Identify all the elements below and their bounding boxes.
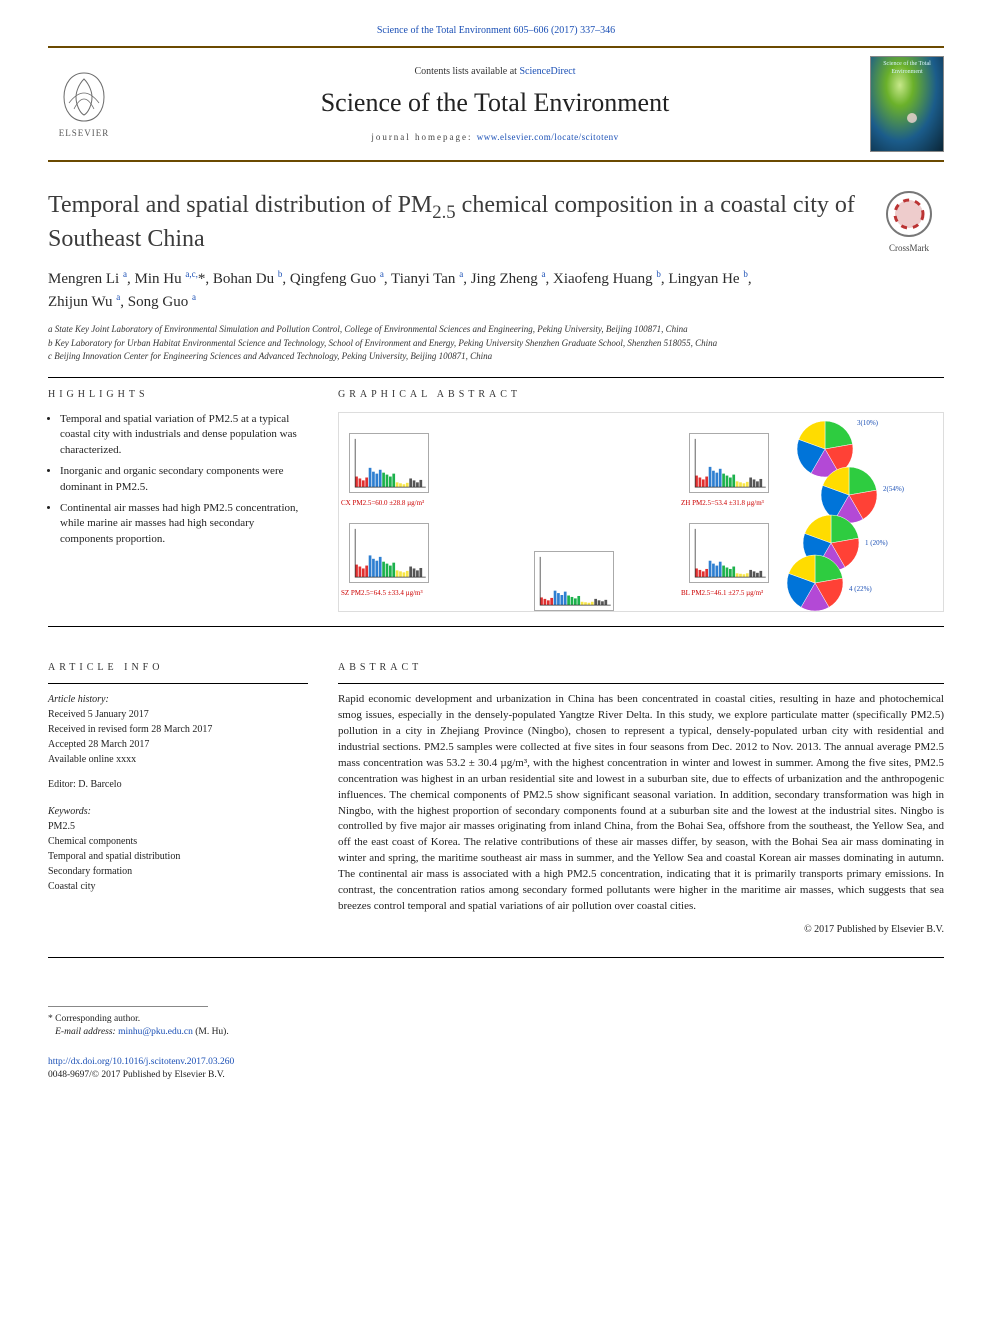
crossmark-badge[interactable]: CrossMark bbox=[874, 190, 944, 254]
author-list: Mengren Li a, Min Hu a,c,*, Bohan Du b, … bbox=[48, 268, 944, 313]
article-info-head: ARTICLE INFO bbox=[48, 661, 308, 675]
journal-homepage: journal homepage: www.elsevier.com/locat… bbox=[140, 131, 850, 144]
ga-chart-label-bl: BL PM2.5=46.1 ±27.5 µg/m³ bbox=[681, 589, 763, 599]
editor-line: Editor: D. Barcelo bbox=[48, 777, 308, 792]
issn-line: 0048-9697/© 2017 Published by Elsevier B… bbox=[48, 1070, 225, 1080]
ga-bar-chart-bl bbox=[689, 523, 769, 583]
keywords-head: Keywords: bbox=[48, 804, 308, 819]
homepage-link[interactable]: www.elsevier.com/locate/scitotenv bbox=[477, 132, 619, 142]
ga-pie-label-1: 2(54%) bbox=[883, 485, 904, 495]
affiliation-line: c Beijing Innovation Center for Engineer… bbox=[48, 350, 944, 363]
keyword-item: PM2.5 bbox=[48, 819, 308, 834]
ga-bar-chart-sz bbox=[349, 523, 429, 583]
abstract-head: ABSTRACT bbox=[338, 661, 944, 675]
ga-bar-chart-cx bbox=[349, 433, 429, 493]
contents-prefix: Contents lists available at bbox=[414, 66, 519, 77]
elsevier-word: ELSEVIER bbox=[59, 127, 110, 140]
article-title: Temporal and spatial distribution of PM2… bbox=[48, 190, 858, 254]
keyword-item: Coastal city bbox=[48, 879, 308, 894]
doi-link[interactable]: http://dx.doi.org/10.1016/j.scitotenv.20… bbox=[48, 1057, 234, 1067]
ga-bar-chart-xs bbox=[534, 551, 614, 611]
ga-chart-label-cx: CX PM2.5=60.0 ±28.8 µg/m³ bbox=[341, 499, 424, 509]
graphical-abstract-head: GRAPHICAL ABSTRACT bbox=[338, 388, 944, 402]
email-label: E-mail address: bbox=[55, 1027, 118, 1037]
history-line: Accepted 28 March 2017 bbox=[48, 737, 308, 752]
keyword-item: Chemical components bbox=[48, 834, 308, 849]
history-line: Available online xxxx bbox=[48, 752, 308, 767]
history-line: Received 5 January 2017 bbox=[48, 707, 308, 722]
ga-pie-label-0: 3(10%) bbox=[857, 419, 878, 429]
copyright-line: © 2017 Published by Elsevier B.V. bbox=[338, 923, 944, 937]
graphical-abstract-figure: CX PM2.5=60.0 ±28.8 µg/m³ ZH PM2.5=53.4 ±… bbox=[338, 412, 944, 612]
highlights-list: Temporal and spatial variation of PM2.5 … bbox=[48, 412, 308, 547]
keyword-item: Secondary formation bbox=[48, 864, 308, 879]
highlights-head: HIGHLIGHTS bbox=[48, 388, 308, 402]
ga-pie-label-2: 1 (20%) bbox=[865, 539, 888, 549]
running-head: Science of the Total Environment 605–606… bbox=[48, 24, 944, 38]
history-head: Article history: bbox=[48, 692, 308, 707]
keyword-item: Temporal and spatial distribution bbox=[48, 849, 308, 864]
ga-chart-label-zh: ZH PM2.5=53.4 ±31.8 µg/m³ bbox=[681, 499, 764, 509]
affiliation-line: b Key Laboratory for Urban Habitat Envir… bbox=[48, 337, 944, 350]
ga-pie-chart-3 bbox=[785, 553, 845, 612]
history-line: Received in revised form 28 March 2017 bbox=[48, 722, 308, 737]
article-info: Article history: Received 5 January 2017… bbox=[48, 692, 308, 894]
doi-block: http://dx.doi.org/10.1016/j.scitotenv.20… bbox=[48, 1056, 944, 1083]
elsevier-logo: ELSEVIER bbox=[48, 64, 120, 144]
ga-chart-label-sz: SZ PM2.5=64.5 ±33.4 µg/m³ bbox=[341, 589, 423, 599]
ga-pie-label-3: 4 (22%) bbox=[849, 585, 872, 595]
corr-label: * Corresponding author. bbox=[48, 1014, 140, 1024]
crossmark-label: CrossMark bbox=[874, 242, 944, 255]
journal-header: ELSEVIER Contents lists available at Sci… bbox=[48, 46, 944, 162]
affiliation-line: a State Key Joint Laboratory of Environm… bbox=[48, 323, 944, 336]
highlight-item: Continental air masses had high PM2.5 co… bbox=[60, 501, 308, 547]
journal-cover-thumb: Science of the Total Environment bbox=[870, 56, 944, 152]
cover-label: Science of the Total Environment bbox=[874, 60, 940, 77]
highlight-item: Temporal and spatial variation of PM2.5 … bbox=[60, 412, 308, 458]
corr-email-link[interactable]: minhu@pku.edu.cn bbox=[118, 1027, 193, 1037]
email-suffix: (M. Hu). bbox=[193, 1027, 229, 1037]
journal-name: Science of the Total Environment bbox=[140, 85, 850, 121]
homepage-prefix: journal homepage: bbox=[371, 132, 476, 142]
contents-line: Contents lists available at ScienceDirec… bbox=[140, 65, 850, 79]
highlight-item: Inorganic and organic secondary componen… bbox=[60, 464, 308, 495]
corresponding-author: * Corresponding author. E-mail address: … bbox=[48, 1013, 944, 1040]
affiliations: a State Key Joint Laboratory of Environm… bbox=[48, 323, 944, 363]
ga-bar-chart-zh bbox=[689, 433, 769, 493]
abstract-text: Rapid economic development and urbanizat… bbox=[338, 692, 944, 915]
sciencedirect-link[interactable]: ScienceDirect bbox=[519, 66, 575, 77]
